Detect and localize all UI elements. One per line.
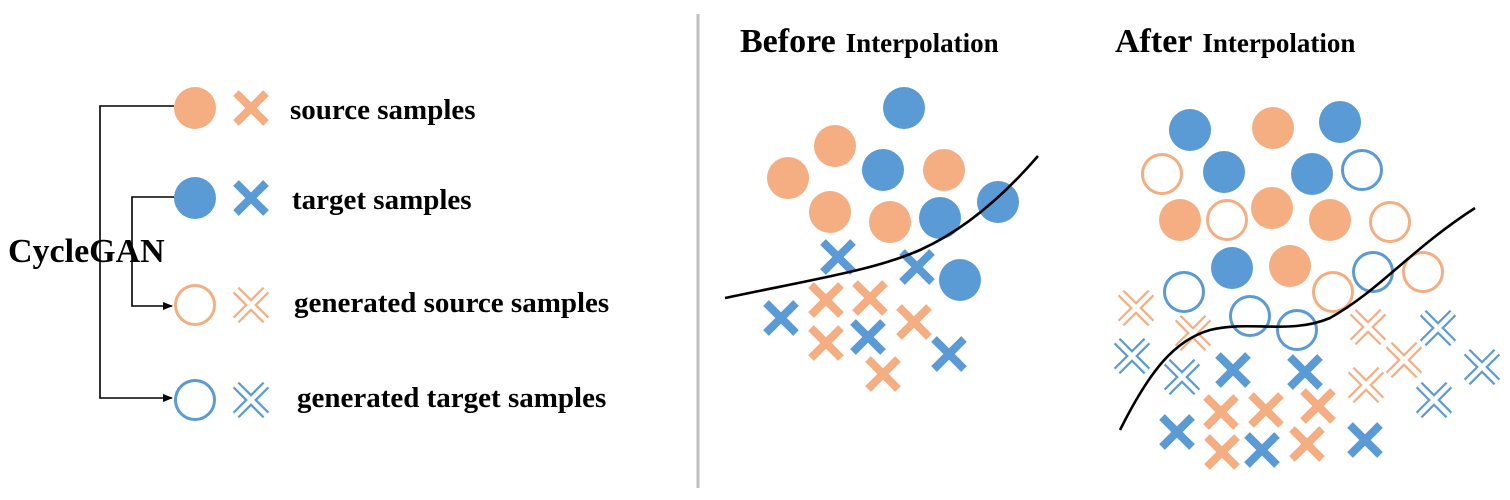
target-cross [931, 336, 967, 372]
source-circle [923, 149, 965, 191]
legend-hollow-source-cross-icon [232, 286, 270, 324]
legend-hollow-target-circle-icon [174, 379, 216, 421]
generated-target-circle [1341, 149, 1383, 191]
legend-source-circle-icon [174, 87, 216, 129]
generated-source-circle [1402, 251, 1444, 293]
source-cross [1300, 388, 1336, 424]
generated-source-cross [1117, 289, 1155, 327]
after-panel: After Interpolation [1113, 23, 1501, 470]
source-circle [869, 201, 911, 243]
source-cross [1203, 394, 1239, 430]
target-circle [1203, 151, 1245, 193]
before-title-main: Before [740, 23, 836, 60]
target-circle [883, 87, 925, 129]
source-circle [814, 125, 856, 167]
connector-source-to-generated-target [99, 105, 174, 402]
source-cross [865, 356, 901, 392]
after-title-main: After [1115, 23, 1192, 60]
after-title: After Interpolation [1115, 23, 1355, 60]
after-decision-boundary [1118, 206, 1476, 431]
generated-target-cross [1163, 358, 1201, 396]
generated-target-cross [1419, 309, 1457, 347]
target-cross [1347, 422, 1383, 458]
source-cross [852, 280, 888, 316]
source-cross [896, 304, 932, 340]
legend-label-generated-source: generated source samples [294, 287, 609, 319]
generated-source-cross [1349, 308, 1387, 346]
generated-source-circle [1206, 199, 1248, 241]
generated-source-cross [1347, 366, 1385, 404]
target-circle [1291, 153, 1333, 195]
target-circle [1319, 101, 1361, 143]
source-cross [808, 282, 844, 318]
generated-source-circle [1369, 201, 1411, 243]
source-cross [1248, 392, 1284, 428]
before-samples [763, 87, 1019, 392]
legend-label-source: source samples [290, 94, 476, 126]
before-panel: Before Interpolation [724, 23, 1039, 392]
source-circle [1269, 245, 1311, 287]
target-cross [1287, 354, 1323, 390]
target-cross [1244, 432, 1280, 468]
target-cross [850, 319, 886, 355]
legend-label-target: target samples [292, 184, 472, 216]
source-cross [1204, 434, 1240, 470]
target-circle [939, 259, 981, 301]
legend-hollow-target-cross-icon [232, 381, 270, 419]
cyclegan-label: CycleGAN [8, 233, 165, 270]
target-cross [763, 300, 799, 336]
source-circle [1252, 107, 1294, 149]
legend-source-cross-icon [233, 90, 269, 126]
before-title: Before Interpolation [740, 23, 999, 60]
target-circle [977, 181, 1019, 223]
legend-connectors [99, 105, 174, 402]
legend-symbols [174, 87, 270, 421]
connector-target-to-generated-source [131, 196, 174, 310]
target-cross [899, 249, 935, 285]
generated-target-circle [1229, 295, 1271, 337]
target-circle [862, 149, 904, 191]
legend: CycleGAN source samples target samples g… [8, 87, 609, 421]
source-cross [1289, 426, 1325, 462]
before-title-sub: Interpolation [846, 28, 999, 58]
source-circle [1309, 199, 1351, 241]
target-circle [1169, 109, 1211, 151]
source-circle [1251, 187, 1293, 229]
legend-target-cross-icon [233, 180, 269, 216]
generated-source-circle [1312, 271, 1354, 313]
generated-source-circle [1141, 153, 1183, 195]
source-circle [1159, 199, 1201, 241]
generated-target-cross [1113, 337, 1151, 375]
legend-target-circle-icon [174, 177, 216, 219]
target-circle [919, 197, 961, 239]
source-circle [767, 157, 809, 199]
legend-label-generated-target: generated target samples [297, 382, 606, 414]
generated-target-circle [1163, 271, 1205, 313]
source-cross [808, 325, 844, 361]
target-cross [1215, 352, 1251, 388]
target-cross [820, 239, 856, 275]
generated-target-circle [1352, 251, 1394, 293]
generated-source-cross [1385, 341, 1423, 379]
target-cross [1159, 414, 1195, 450]
generated-target-cross [1415, 381, 1453, 419]
target-circle [1211, 247, 1253, 289]
source-circle [809, 191, 851, 233]
after-samples [1113, 101, 1501, 470]
legend-hollow-source-circle-icon [174, 284, 216, 326]
generated-target-cross [1463, 348, 1501, 386]
after-title-sub: Interpolation [1202, 28, 1355, 58]
before-decision-boundary [724, 155, 1039, 300]
generated-target-circle [1276, 309, 1318, 351]
